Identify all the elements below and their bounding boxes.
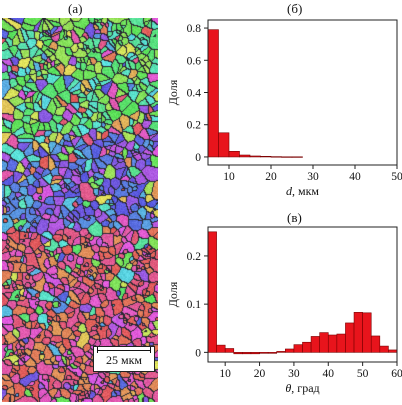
hist-size-x-tick-label: 40	[349, 171, 361, 183]
hist-angle-bar	[388, 349, 398, 353]
hist-angle-bar	[285, 348, 295, 353]
hist-angle-bar	[362, 312, 372, 353]
grain-size-histogram: 10 20 30 40 50 0 0.2 0.4 0.6 0.8 d, мкм Доля	[166, 19, 402, 198]
hist-angle-bar	[345, 322, 355, 353]
scale-bar-line	[97, 347, 151, 353]
hist-size-x-tick-label: 30	[307, 171, 319, 183]
hist-angle-bar	[267, 352, 278, 354]
hist-angle-bar	[293, 344, 303, 353]
hist-angle-bar	[353, 312, 363, 353]
hist-angle-x-tick-label: 60	[391, 368, 402, 380]
hist-angle-bar	[216, 344, 226, 353]
hist-angle-bar	[370, 335, 381, 353]
hist-angle-x-tick-label: 40	[323, 368, 335, 380]
hist-angle-y-axis-label: Доля	[166, 281, 180, 307]
hist-angle-bar	[327, 334, 338, 353]
hist-size-y-tick-label: 0.2	[187, 120, 202, 132]
hist-size-plot-frame	[207, 19, 398, 166]
hist-angle-bar	[319, 332, 329, 353]
panel-a-label: (а)	[68, 1, 83, 16]
hist-angle-bar	[259, 352, 269, 354]
grain-orientation-map	[2, 18, 158, 402]
hist-size-x-tick-label: 50	[391, 171, 402, 183]
hist-angle-bar	[310, 336, 320, 353]
panel-c-label: (в)	[287, 210, 302, 225]
hist-angle-x-tick-label: 20	[254, 368, 266, 380]
hist-size-y-tick-label: 0.4	[187, 88, 202, 100]
hist-angle-bar	[302, 341, 312, 353]
hist-size-bar	[218, 132, 230, 158]
hist-angle-x-tick-label: 30	[288, 368, 300, 380]
hist-angle-y-tick-label: 0	[195, 347, 201, 359]
hist-angle-y-tick-label: 0.2	[187, 251, 202, 263]
hist-size-x-tick-label: 20	[265, 171, 277, 183]
hist-size-y-tick-label: 0.6	[187, 55, 202, 67]
hist-size-bar	[207, 29, 219, 158]
scale-bar-label: 25 мкм	[105, 353, 143, 367]
grain-map-image	[2, 18, 158, 402]
hist-angle-bar	[224, 348, 235, 353]
hist-size-x-axis-label: d, мкм	[286, 184, 319, 198]
scale-bar: 25 мкм	[93, 346, 155, 372]
hist-size-bar	[291, 156, 303, 158]
panel-b-label: (б)	[287, 1, 303, 16]
hist-angle-x-tick-label: 10	[219, 368, 231, 380]
hist-size-bar	[249, 155, 261, 158]
hist-size-bar	[281, 156, 293, 158]
hist-angle-bar	[336, 333, 346, 353]
hist-angle-bar	[379, 345, 389, 353]
hist-size-y-tick-label: 0	[195, 152, 201, 164]
hist-size-x-tick-label: 10	[223, 171, 235, 183]
hist-angle-bar	[276, 351, 286, 353]
hist-angle-plot-frame	[207, 226, 398, 363]
hist-angle-y-tick-label: 0.1	[187, 299, 202, 311]
hist-angle-x-axis-label: θ, град	[285, 381, 319, 395]
hist-size-bar	[239, 154, 251, 158]
hist-size-bar	[260, 156, 272, 158]
hist-angle-bar	[207, 231, 217, 353]
hist-size-y-axis-label: Доля	[166, 79, 180, 105]
hist-size-bar	[228, 151, 240, 158]
hist-angle-bar	[233, 352, 243, 355]
hist-angle-x-tick-label: 50	[357, 368, 369, 380]
misorientation-histogram: 10 20 30 40 50 60 0 0.1 0.2 θ, град Доля	[166, 226, 402, 395]
hist-angle-bar	[250, 352, 260, 355]
hist-size-bar	[270, 156, 282, 158]
hist-size-y-tick-label: 0.8	[187, 23, 202, 35]
hist-angle-bar	[242, 352, 252, 355]
